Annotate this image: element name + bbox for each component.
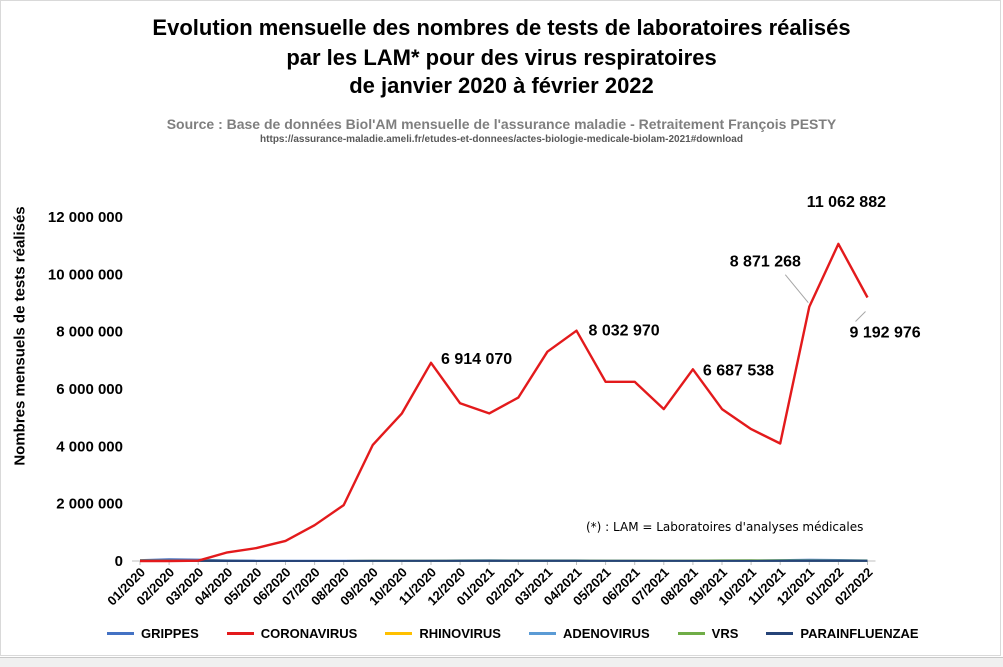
y-tick-label: 8 000 000 [56, 324, 123, 341]
legend-label: RHINOVIRUS [419, 626, 501, 641]
footnote: (*) : LAM = Laboratoires d'analyses médi… [586, 520, 863, 534]
data-label-leader [856, 311, 866, 321]
data-label: 8 032 970 [589, 323, 660, 340]
legend-label: PARAINFLUENZAE [800, 626, 918, 641]
legend: GRIPPES CORONAVIRUS RHINOVIRUS ADENOVIRUS VR… [107, 626, 947, 641]
legend-item-grippes: GRIPPES [107, 626, 199, 641]
legend-swatch [678, 632, 705, 635]
y-tick-label: 4 000 000 [56, 438, 123, 455]
data-label: 8 871 268 [730, 254, 801, 271]
legend-item-adenovirus: ADENOVIRUS [529, 626, 650, 641]
legend-item-coronavirus: CORONAVIRUS [227, 626, 358, 641]
y-tick-label: 10 000 000 [48, 266, 123, 283]
legend-label: ADENOVIRUS [563, 626, 650, 641]
legend-swatch [107, 632, 134, 635]
legend-label: VRS [712, 626, 739, 641]
data-label: 6 687 538 [703, 362, 774, 379]
legend-label: GRIPPES [141, 626, 199, 641]
legend-swatch [529, 632, 556, 635]
legend-item-vrs: VRS [678, 626, 739, 641]
data-label: 6 914 070 [441, 351, 512, 368]
y-axis-ticks: 0 2 000 000 4 000 000 6 000 000 8 000 000 10 … [48, 209, 123, 570]
data-label-leader [785, 275, 808, 303]
legend-swatch [227, 632, 254, 635]
data-label: 11 062 882 [807, 194, 886, 211]
legend-item-rhinovirus: RHINOVIRUS [385, 626, 501, 641]
legend-label: CORONAVIRUS [261, 626, 358, 641]
legend-swatch [385, 632, 412, 635]
x-axis: 01/202002/202003/202004/202005/202006/20… [104, 561, 875, 608]
data-label: 9 192 976 [850, 324, 921, 341]
y-tick-label: 6 000 000 [56, 381, 123, 398]
data-labels: 6 914 070 8 032 970 6 687 538 8 871 268 11 0… [441, 194, 921, 379]
legend-item-parainfluenzae: PARAINFLUENZAE [766, 626, 918, 641]
y-tick-label: 2 000 000 [56, 496, 123, 513]
y-tick-label: 0 [115, 553, 123, 570]
series-lines [140, 244, 868, 561]
y-tick-label: 12 000 000 [48, 209, 123, 226]
series-line-coronavirus [140, 244, 868, 561]
legend-swatch [766, 632, 793, 635]
